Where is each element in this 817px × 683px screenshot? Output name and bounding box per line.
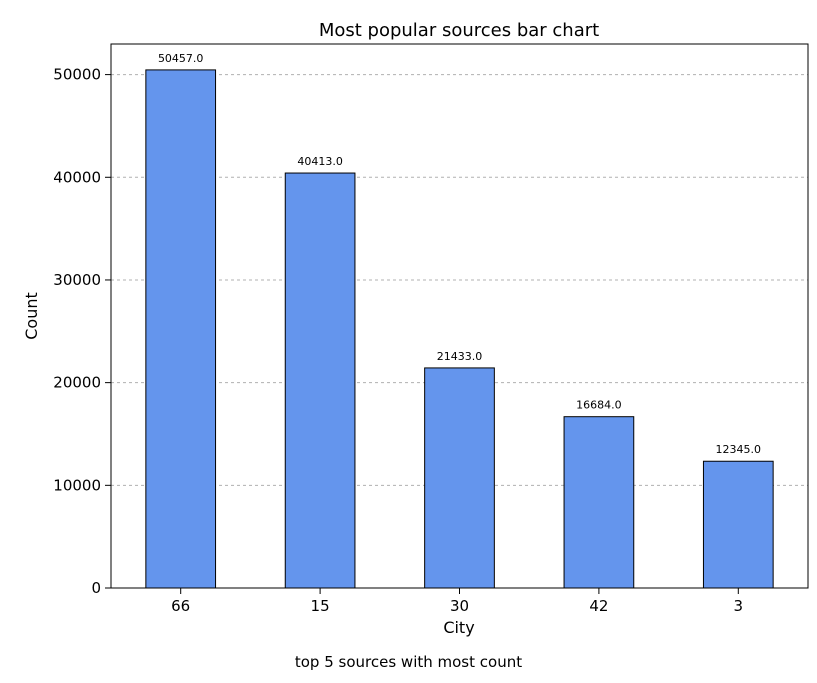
chart-title: Most popular sources bar chart	[319, 20, 599, 41]
bar-15	[284, 172, 356, 589]
y-axis-ticks: 0 10000 20000 30000 40000 50000	[53, 66, 111, 597]
bars	[145, 69, 774, 589]
bar-value-label: 50457.0	[158, 52, 204, 65]
bar-66	[145, 69, 217, 589]
x-tick-label: 15	[311, 597, 330, 615]
x-tick-label: 66	[171, 597, 190, 615]
bar-value-label: 12345.0	[716, 443, 762, 456]
bar-3	[702, 460, 774, 589]
x-tick-label: 3	[734, 597, 744, 615]
x-tick-label: 42	[589, 597, 608, 615]
bar-value-label: 21433.0	[437, 350, 483, 363]
bar-value-label: 40413.0	[297, 155, 343, 168]
bar-30	[424, 367, 495, 589]
bar-42	[563, 416, 635, 589]
bar-value-labels: 50457.0 40413.0 21433.0 16684.0 12345.0	[158, 52, 761, 456]
x-tick-label: 30	[450, 597, 469, 615]
y-tick-label: 10000	[53, 476, 101, 494]
y-tick-label: 20000	[53, 374, 101, 392]
y-tick-label: 0	[91, 579, 101, 597]
y-tick-label: 40000	[53, 168, 101, 186]
y-axis-label: Count	[22, 292, 41, 340]
y-tick-label: 50000	[53, 66, 101, 84]
y-tick-label: 30000	[53, 271, 101, 289]
bar-value-label: 16684.0	[576, 399, 622, 412]
x-axis-label: City	[443, 618, 474, 637]
chart-caption: top 5 sources with most count	[294, 653, 523, 671]
x-axis-ticks: 66 15 30 42 3	[171, 588, 743, 615]
